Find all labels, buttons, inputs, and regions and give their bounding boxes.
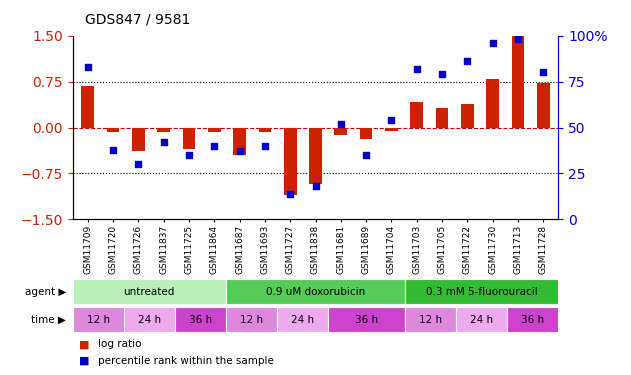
Point <box>386 117 396 123</box>
Bar <box>208 128 221 132</box>
Text: 36 h: 36 h <box>189 315 212 325</box>
Point <box>411 66 422 72</box>
Bar <box>385 128 398 130</box>
Point <box>336 121 346 127</box>
Text: 36 h: 36 h <box>355 315 378 325</box>
Text: 12 h: 12 h <box>419 315 442 325</box>
Bar <box>405 307 456 332</box>
Point <box>133 161 143 167</box>
Text: 24 h: 24 h <box>138 315 161 325</box>
Bar <box>360 128 372 138</box>
Bar <box>124 307 175 332</box>
Point <box>260 143 270 149</box>
Text: 0.9 uM doxorubicin: 0.9 uM doxorubicin <box>266 286 365 297</box>
Text: 36 h: 36 h <box>521 315 545 325</box>
Bar <box>226 279 405 304</box>
Bar <box>233 128 246 155</box>
Bar <box>507 307 558 332</box>
Bar <box>284 128 297 195</box>
Point <box>83 64 93 70</box>
Bar <box>182 128 196 149</box>
Point <box>437 71 447 77</box>
Bar <box>456 307 507 332</box>
Bar <box>73 307 124 332</box>
Text: 12 h: 12 h <box>240 315 263 325</box>
Bar <box>132 128 144 151</box>
Point <box>538 69 548 75</box>
Text: percentile rank within the sample: percentile rank within the sample <box>98 356 274 366</box>
Bar <box>512 36 524 128</box>
Bar <box>309 128 322 184</box>
Text: untreated: untreated <box>124 286 175 297</box>
Point <box>285 190 295 196</box>
Text: ■: ■ <box>79 356 90 366</box>
Bar <box>435 108 449 128</box>
Text: 24 h: 24 h <box>291 315 314 325</box>
Point <box>463 58 473 64</box>
Point <box>235 148 245 154</box>
Point <box>513 36 523 42</box>
Bar <box>537 83 550 128</box>
Bar <box>328 307 405 332</box>
Bar <box>157 128 170 132</box>
Bar <box>277 307 328 332</box>
Point <box>184 152 194 158</box>
Point <box>209 143 220 149</box>
Bar <box>73 279 226 304</box>
Point <box>488 40 498 46</box>
Bar <box>461 104 474 128</box>
Point <box>108 147 118 153</box>
Point <box>158 139 168 145</box>
Bar <box>81 86 94 128</box>
Text: ■: ■ <box>79 339 90 349</box>
Bar <box>259 128 271 132</box>
Text: 24 h: 24 h <box>470 315 493 325</box>
Bar <box>334 128 347 135</box>
Text: GDS847 / 9581: GDS847 / 9581 <box>85 12 191 26</box>
Text: 0.3 mM 5-fluorouracil: 0.3 mM 5-fluorouracil <box>426 286 538 297</box>
Bar <box>410 102 423 128</box>
Text: time ▶: time ▶ <box>32 315 66 325</box>
Bar <box>405 279 558 304</box>
Point <box>310 183 321 189</box>
Text: agent ▶: agent ▶ <box>25 286 66 297</box>
Bar <box>175 307 226 332</box>
Point <box>361 152 371 158</box>
Bar <box>487 78 499 128</box>
Text: log ratio: log ratio <box>98 339 141 349</box>
Text: 12 h: 12 h <box>86 315 110 325</box>
Bar <box>226 307 277 332</box>
Bar <box>107 128 119 132</box>
